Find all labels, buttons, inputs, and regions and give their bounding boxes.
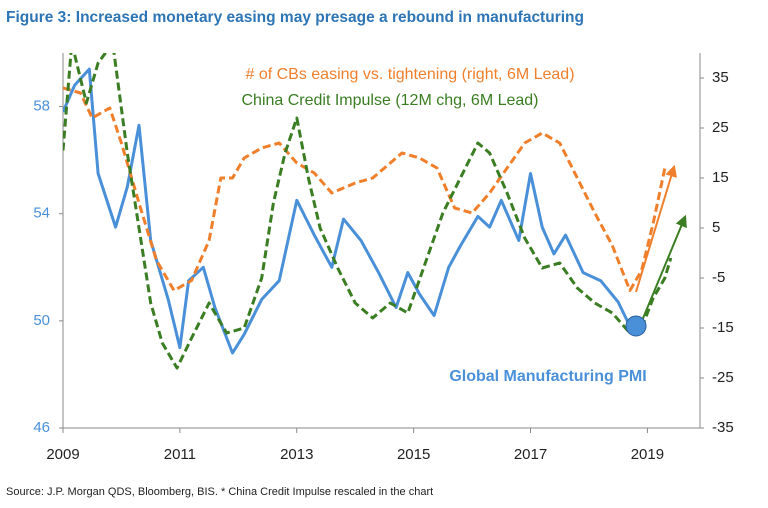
y-tick-label: 46	[33, 419, 50, 436]
y2-tick-label: 15	[712, 169, 729, 186]
y-tick-label: 50	[33, 312, 50, 329]
x-tick-label: 2019	[631, 446, 664, 463]
series-line	[63, 86, 667, 292]
x-tick-label: 2013	[280, 446, 313, 463]
x-tick-label: 2017	[514, 446, 547, 463]
y2-tick-label: -35	[712, 419, 734, 436]
x-tick-label: 2015	[397, 446, 430, 463]
series-label: China Credit Impulse (12M chg, 6M Lead)	[241, 92, 538, 109]
y2-tick-label: -15	[712, 319, 734, 336]
y2-tick-label: 35	[712, 69, 729, 86]
x-tick-label: 2009	[46, 446, 79, 463]
x-tick-label: 2011	[164, 446, 196, 463]
y2-tick-label: 5	[712, 219, 720, 236]
chart-title: Figure 3: Increased monetary easing may …	[6, 9, 584, 26]
trend-arrow	[638, 214, 687, 329]
y-tick-label: 54	[33, 205, 50, 222]
series-label: Global Manufacturing PMI	[449, 368, 646, 385]
y-tick-label: 58	[33, 98, 50, 115]
source-note: Source: J.P. Morgan QDS, Bloomberg, BIS.…	[6, 486, 433, 498]
y2-tick-label: -25	[712, 369, 734, 386]
series-line	[63, 67, 632, 355]
y2-tick-label: -5	[712, 269, 725, 286]
highlight-point	[625, 315, 647, 337]
series-label: # of CBs easing vs. tightening (right, 6…	[245, 66, 574, 83]
y2-tick-label: 25	[712, 119, 729, 136]
trend-arrow	[635, 164, 677, 293]
series-line	[63, 53, 673, 370]
plot-area	[63, 53, 673, 370]
